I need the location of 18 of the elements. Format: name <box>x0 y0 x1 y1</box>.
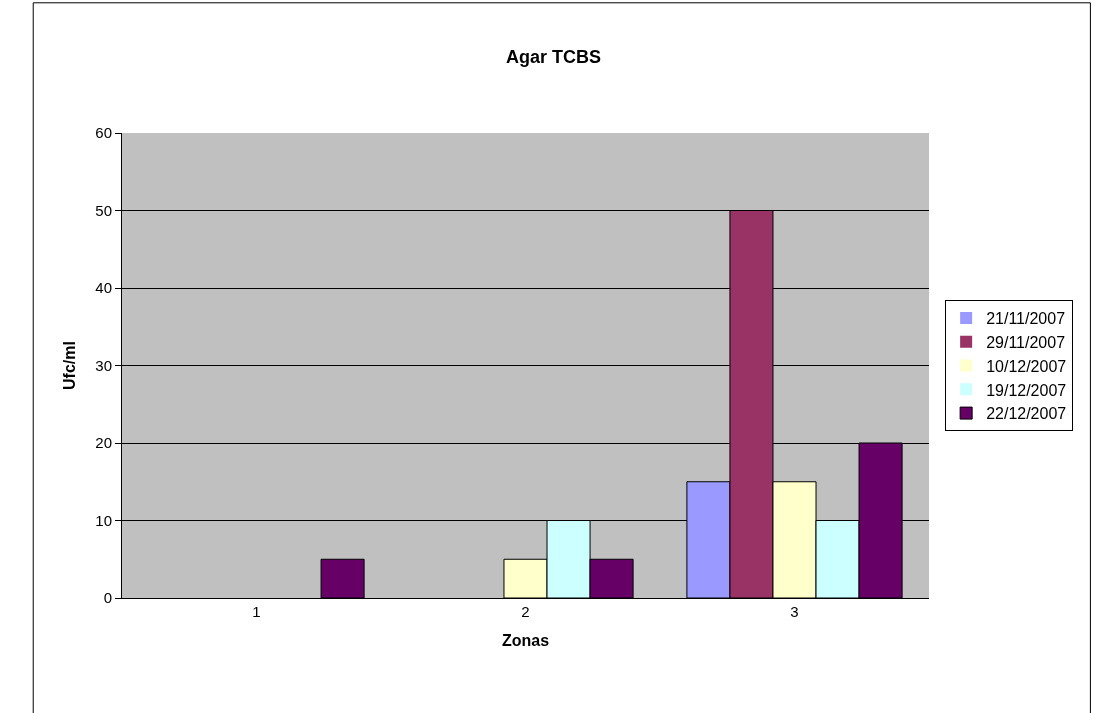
x-tick-label: 2 <box>521 603 530 620</box>
legend-label: 19/12/2007 <box>986 381 1067 399</box>
x-axis-title: Zonas <box>501 631 550 649</box>
legend-label: 29/11/2007 <box>986 333 1066 351</box>
legend-label: 22/12/2007 <box>986 405 1067 423</box>
chart-title: Agar TCBS <box>505 46 602 67</box>
y-axis-title: Ufc/ml <box>61 341 79 390</box>
x-tick-label: 1 <box>252 603 261 620</box>
legend-label: 21/11/2007 <box>986 310 1066 328</box>
x-tick-label: 3 <box>790 603 799 620</box>
y-tick-label: 50 <box>95 201 112 219</box>
y-tick-label: 0 <box>103 589 112 607</box>
y-tick-label: 30 <box>95 356 112 374</box>
y-tick-label: 20 <box>95 434 112 452</box>
legend-label: 10/12/2007 <box>986 357 1067 375</box>
y-tick-label: 10 <box>95 511 112 529</box>
y-tick-label: 40 <box>95 279 112 297</box>
y-tick-label: 60 <box>95 124 112 142</box>
